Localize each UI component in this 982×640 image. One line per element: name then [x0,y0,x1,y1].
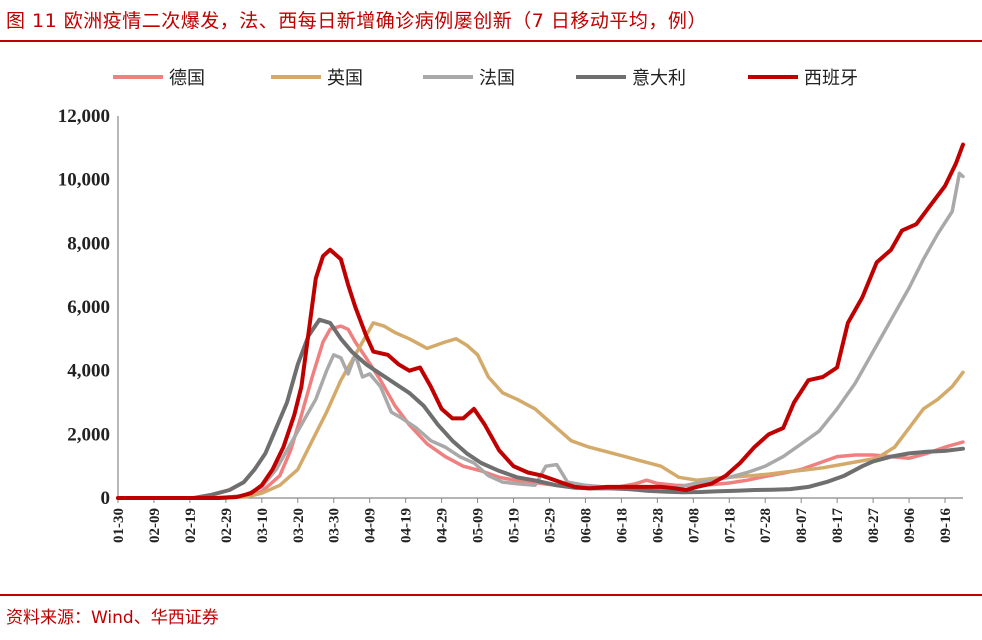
x-tick-label: 06-28 [650,508,666,543]
x-tick-label: 03-10 [255,508,271,543]
series-line-1 [116,321,965,500]
x-tick-label: 07-08 [686,508,702,543]
series-layer [116,142,965,500]
x-tick-label: 05-09 [471,508,487,543]
x-tick-label: 05-19 [507,508,523,543]
figure-title: 图 11 欧洲疫情二次爆发，法、西每日新增确诊病例屡创新（7 日移动平均，例） [6,10,707,32]
series-line-2 [116,171,965,500]
y-tick-label: 4,000 [67,361,110,382]
y-tick-label: 8,000 [67,233,110,254]
source-note: 资料来源：Wind、华西证券 [6,608,219,628]
source-rule [0,594,982,596]
y-tick-label: 0 [101,488,111,509]
x-tick-label: 04-19 [399,508,415,543]
title-rule [0,40,982,42]
x-tick-label: 02-19 [183,508,199,543]
x-tick-label: 05-29 [542,508,558,543]
y-axis: 0 2,000 4,000 6,000 8,000 10,000 12,000 [58,106,119,509]
x-tick-label: 07-18 [722,508,738,543]
x-tick-label: 01-30 [111,508,127,543]
x-tick-label: 08-17 [830,508,846,543]
x-axis: 01-30 02-09 02-19 02-29 03-10 03-20 03-30 04-09… [111,497,963,543]
x-tick-label: 08-27 [866,508,882,543]
x-tick-label: 08-07 [794,508,810,543]
x-tick-label: 02-29 [219,508,235,543]
legend-label-4: 西班牙 [804,68,858,89]
series-line-4 [116,142,965,500]
y-tick-label: 2,000 [67,424,110,445]
x-tick-label: 07-28 [758,508,774,543]
y-tick-label: 10,000 [58,170,110,191]
y-tick-label: 12,000 [58,106,110,127]
x-tick-label: 04-29 [435,508,451,543]
x-tick-label: 03-20 [291,508,307,543]
x-tick-label: 09-06 [902,508,918,543]
legend-label-3: 意大利 [632,68,686,89]
y-tick-label: 6,000 [67,297,110,318]
x-tick-label: 09-16 [938,508,954,543]
x-tick-label: 06-18 [614,508,630,543]
chart: 德国 英国 法国 意大利 西班牙 0 2,000 4,000 6,000 8,000 10,000… [58,68,965,543]
x-tick-label: 06-08 [578,508,594,543]
legend-label-1: 英国 [327,68,363,89]
legend: 德国 英国 法国 意大利 西班牙 [113,68,858,89]
series-line-3 [116,317,965,500]
x-tick-label: 02-09 [147,508,163,543]
legend-label-2: 法国 [479,68,515,89]
x-tick-label: 04-09 [363,508,379,543]
legend-label-0: 德国 [169,68,205,89]
x-tick-label: 03-30 [327,508,343,543]
